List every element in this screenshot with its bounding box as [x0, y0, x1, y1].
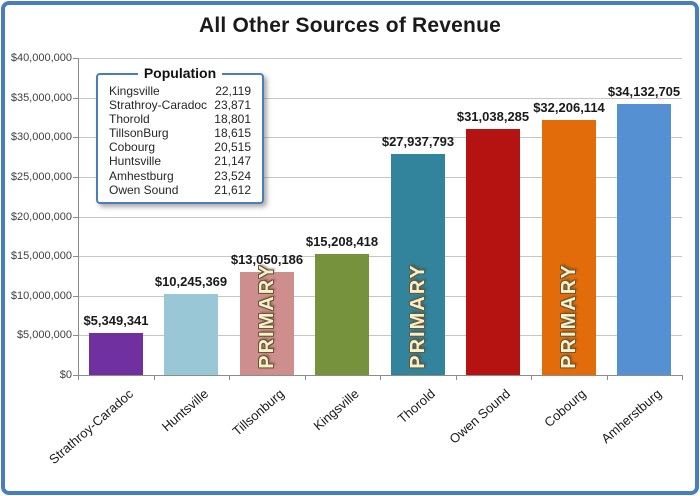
y-axis-tick — [73, 256, 78, 257]
x-axis-tick — [607, 375, 608, 380]
bar-kingsville — [315, 254, 369, 375]
x-axis-tick — [380, 375, 381, 380]
population-legend-box: Population Kingsville 22,119 Strathroy-Car… — [96, 65, 264, 204]
legend-municipality-name: TillsonBurg — [109, 126, 169, 141]
x-axis-label: Kingsville — [310, 386, 362, 434]
legend-title-text: Population — [137, 65, 223, 81]
legend-population-value: 23,871 — [214, 98, 251, 113]
legend-population-value: 21,147 — [214, 154, 251, 169]
y-axis-line — [78, 58, 79, 375]
legend-municipality-name: Thorold — [109, 112, 150, 127]
bar-value-label: $27,937,793 — [381, 134, 455, 149]
x-axis-label: Tillsonburg — [229, 386, 287, 439]
y-axis-tick — [73, 217, 78, 218]
legend-title: Population — [98, 65, 262, 83]
y-axis-tick — [73, 98, 78, 99]
y-axis-label: $35,000,000 — [10, 92, 72, 104]
y-axis-tick — [73, 177, 78, 178]
legend-municipality-name: Owen Sound — [109, 182, 179, 197]
legend-rows: Kingsville 22,119 Strathroy-Caradoc 23,871 T… — [98, 75, 262, 197]
legend-municipality-name: Cobourg — [109, 140, 156, 155]
y-axis-tick — [73, 296, 78, 297]
gridline — [78, 217, 682, 218]
bar-thorold — [391, 154, 445, 375]
y-axis-tick — [73, 58, 78, 59]
legend-row: Strathroy-Caradoc 23,871 — [109, 98, 251, 112]
legend-row: Kingsville 22,119 — [109, 84, 251, 98]
legend-municipality-name: Kingsville — [109, 84, 160, 98]
x-axis-label: Cobourg — [541, 386, 589, 431]
y-axis-label: $40,000,000 — [10, 52, 72, 64]
bar-value-label: $5,349,341 — [83, 313, 149, 328]
gridline — [78, 137, 682, 138]
y-axis-tick — [73, 335, 78, 336]
gridline — [78, 335, 682, 336]
x-axis-tick — [78, 375, 79, 380]
x-axis-label: Owen Sound — [446, 386, 513, 447]
legend-row: TillsonBurg 18,615 — [109, 126, 251, 140]
bar-owen-sound — [466, 129, 520, 375]
y-axis-tick — [73, 375, 78, 376]
x-axis-tick — [531, 375, 532, 380]
primary-overlay-label: PRIMARY — [558, 263, 580, 369]
x-axis-label: Huntsville — [158, 386, 211, 435]
x-axis-label: Amherstburg — [597, 386, 664, 447]
bar-amherstburg — [617, 104, 671, 375]
legend-population-value: 23,524 — [214, 168, 251, 183]
legend-row: Amhestburg 23,524 — [109, 169, 251, 183]
y-axis-label: $5,000,000 — [16, 329, 72, 341]
y-axis-label: $15,000,000 — [10, 250, 72, 262]
bar-value-label: $31,038,285 — [456, 109, 530, 124]
x-axis-tick — [229, 375, 230, 380]
primary-overlay-label: PRIMARY — [256, 263, 278, 369]
bar-cobourg — [542, 120, 596, 375]
legend-row: Cobourg 20,515 — [109, 140, 251, 154]
bar-value-label: $32,206,114 — [533, 100, 605, 115]
y-axis-tick — [73, 137, 78, 138]
legend-row: Owen Sound 21,612 — [109, 183, 251, 197]
bar-strathroy-caradoc — [89, 333, 143, 375]
legend-population-value: 18,615 — [214, 126, 251, 141]
gridline — [78, 256, 682, 257]
gridline — [78, 98, 682, 99]
legend-population-value: 18,801 — [214, 112, 251, 127]
bar-tillsonburg — [240, 272, 294, 375]
gridline — [78, 58, 682, 59]
legend-municipality-name: Huntsville — [109, 154, 162, 169]
chart-title: All Other Sources of Revenue — [198, 14, 501, 37]
legend-municipality-name: Amhestburg — [109, 168, 174, 183]
x-axis-tick — [305, 375, 306, 380]
y-axis-label: $25,000,000 — [10, 171, 72, 183]
legend-row: Thorold 18,801 — [109, 112, 251, 126]
x-axis-tick — [154, 375, 155, 380]
bar-value-label: $34,132,705 — [607, 84, 681, 99]
gridline — [78, 177, 682, 178]
x-axis-tick — [682, 375, 683, 380]
legend-population-value: 22,119 — [215, 84, 251, 98]
y-axis-label: $20,000,000 — [10, 211, 72, 223]
bar-value-label: $10,245,369 — [154, 274, 228, 289]
x-axis-line — [78, 375, 682, 376]
primary-overlay-label: PRIMARY — [407, 263, 429, 369]
x-axis-label: Strathroy-Caradoc — [45, 386, 136, 468]
bar-value-label: $15,208,418 — [305, 234, 379, 249]
y-axis-label: $0 — [59, 369, 72, 381]
x-axis-tick — [456, 375, 457, 380]
y-axis-label: $10,000,000 — [10, 290, 72, 302]
y-axis-label: $30,000,000 — [10, 131, 72, 143]
gridline — [78, 296, 682, 297]
legend-row: Huntsville 21,147 — [109, 154, 251, 168]
legend-population-value: 20,515 — [214, 140, 251, 155]
x-axis-label: Thorold — [394, 386, 438, 427]
legend-population-value: 21,612 — [214, 182, 251, 197]
legend-municipality-name: Strathroy-Caradoc — [109, 98, 208, 113]
bar-value-label: $13,050,186 — [230, 252, 304, 267]
bar-huntsville — [164, 294, 218, 375]
